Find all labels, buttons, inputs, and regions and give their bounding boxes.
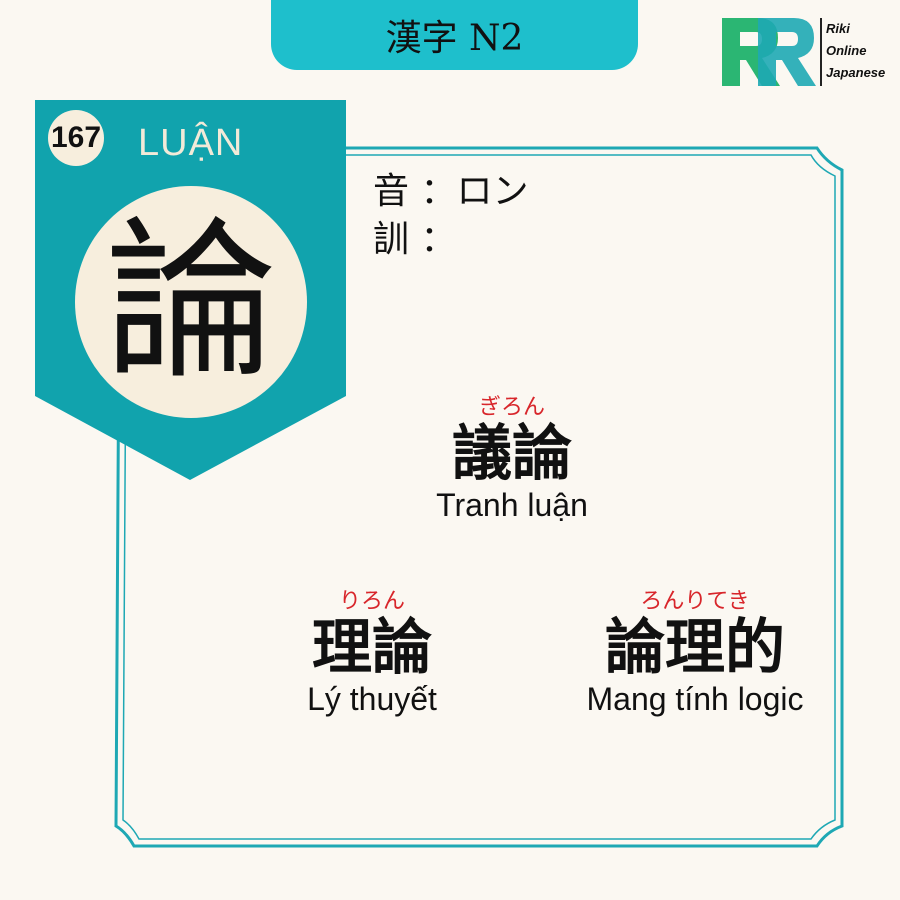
vocab-furigana: りろん (338, 589, 405, 614)
kanji-number-badge: 167 (50, 121, 102, 154)
vocab-item-2: りろん 理論 Lý thuyết (262, 588, 482, 718)
kun-reading: 訓 ： (373, 219, 457, 260)
logo-text: Riki Online Japanese (826, 18, 885, 84)
vocab-item-3: ろんりてき 論理的 Mang tính logic (555, 588, 835, 718)
vocab-word: 理論 (312, 613, 432, 683)
main-kanji: 論 (105, 201, 277, 402)
logo-icon (722, 18, 816, 86)
vocab-meaning: Tranh luận (436, 487, 588, 523)
vocab-word: 議論 (452, 419, 572, 489)
logo-text-line1: Riki (826, 21, 850, 36)
logo-divider (820, 18, 822, 86)
logo-text-line3: Japanese (826, 65, 886, 80)
vocab-word: 論理的 (605, 613, 785, 683)
readings-block: 音 ：ロン 訓 ： (373, 168, 528, 264)
kanji-reading: LUẬN (138, 122, 244, 164)
vocab-furigana: ろんりてき (640, 589, 750, 614)
vocab-meaning: Lý thuyết (307, 681, 437, 717)
vocab-furigana: ぎろん (478, 395, 545, 420)
vocab-meaning: Mang tính logic (586, 681, 804, 717)
on-reading: 音 ：ロン (373, 171, 529, 212)
level-title: 漢字 N2 (385, 18, 524, 59)
brand-logo: Riki Online Japanese (718, 12, 898, 92)
level-header-tab: 漢字 N2 (271, 0, 638, 70)
logo-text-line2: Online (826, 43, 867, 58)
vocab-item-1: ぎろん 議論 Tranh luận (382, 394, 642, 524)
